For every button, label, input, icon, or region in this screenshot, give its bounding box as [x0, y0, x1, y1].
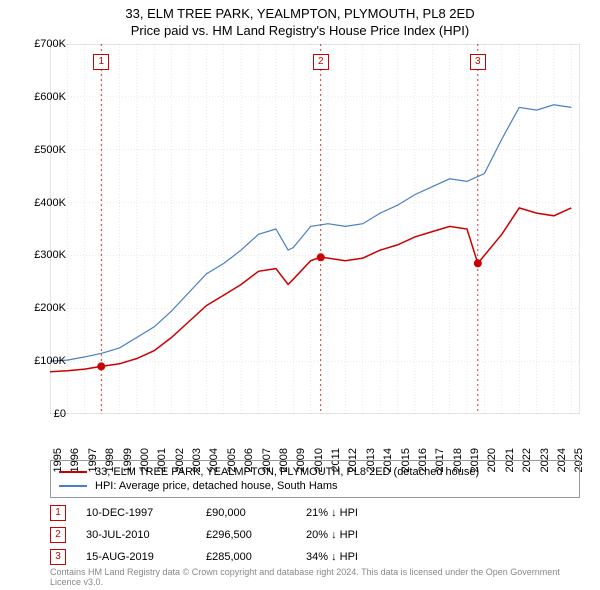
event-marker-badge: 2: [50, 527, 66, 543]
event-date: 15-AUG-2019: [86, 551, 186, 563]
event-row: 1 10-DEC-1997 £90,000 21% ↓ HPI: [50, 502, 580, 524]
legend-item: 33, ELM TREE PARK, YEALMPTON, PLYMOUTH, …: [59, 465, 571, 479]
y-tick-label: £400K: [34, 197, 66, 209]
y-tick-label: £700K: [34, 38, 66, 50]
event-date: 30-JUL-2010: [86, 529, 186, 541]
chart-event-marker: 3: [470, 54, 486, 70]
legend-label: HPI: Average price, detached house, Sout…: [95, 480, 338, 492]
legend-item: HPI: Average price, detached house, Sout…: [59, 479, 571, 493]
y-tick-label: £500K: [34, 144, 66, 156]
event-row: 3 15-AUG-2019 £285,000 34% ↓ HPI: [50, 546, 580, 568]
legend-swatch: [59, 471, 87, 473]
chart-event-marker: 1: [93, 54, 109, 70]
event-hpi-delta: 20% ↓ HPI: [306, 529, 358, 541]
chart-container: { "title": { "line1": "33, ELM TREE PARK…: [0, 0, 600, 590]
y-tick-label: £100K: [34, 355, 66, 367]
event-marker-badge: 3: [50, 549, 66, 565]
chart-plot-area: [50, 44, 580, 414]
footnote: Contains HM Land Registry data © Crown c…: [50, 568, 580, 588]
event-hpi-delta: 21% ↓ HPI: [306, 507, 358, 519]
event-price: £285,000: [206, 551, 286, 563]
chart-title: 33, ELM TREE PARK, YEALMPTON, PLYMOUTH, …: [0, 0, 600, 40]
title-line-1: 33, ELM TREE PARK, YEALMPTON, PLYMOUTH, …: [0, 6, 600, 23]
chart-event-marker: 2: [313, 54, 329, 70]
y-tick-label: £200K: [34, 302, 66, 314]
event-marker-badge: 1: [50, 505, 66, 521]
event-date: 10-DEC-1997: [86, 507, 186, 519]
event-price: £90,000: [206, 507, 286, 519]
event-price: £296,500: [206, 529, 286, 541]
event-hpi-delta: 34% ↓ HPI: [306, 551, 358, 563]
legend-label: 33, ELM TREE PARK, YEALMPTON, PLYMOUTH, …: [95, 466, 479, 478]
y-tick-label: £300K: [34, 249, 66, 261]
chart-svg: [50, 44, 580, 414]
event-row: 2 30-JUL-2010 £296,500 20% ↓ HPI: [50, 524, 580, 546]
legend: 33, ELM TREE PARK, YEALMPTON, PLYMOUTH, …: [50, 460, 580, 498]
title-line-2: Price paid vs. HM Land Registry's House …: [0, 23, 600, 40]
events-table: 1 10-DEC-1997 £90,000 21% ↓ HPI 2 30-JUL…: [50, 502, 580, 568]
y-tick-label: £600K: [34, 91, 66, 103]
legend-swatch: [59, 485, 87, 487]
y-tick-label: £0: [54, 408, 66, 420]
